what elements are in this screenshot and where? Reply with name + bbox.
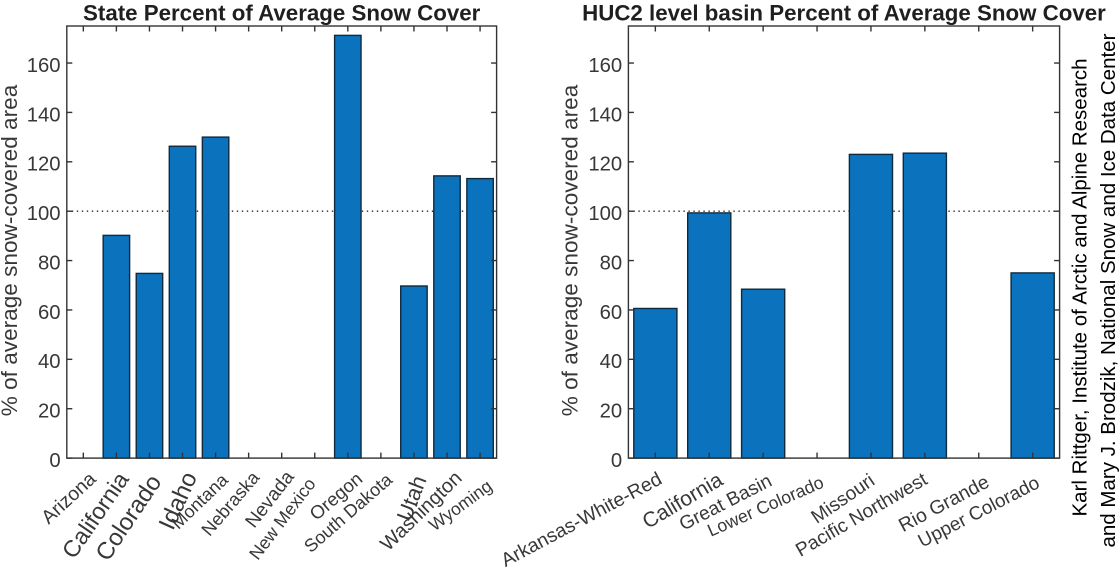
svg-text:0: 0	[49, 450, 60, 472]
svg-text:60: 60	[600, 302, 623, 324]
svg-text:120: 120	[588, 154, 622, 176]
svg-text:160: 160	[588, 55, 622, 77]
svg-text:State Percent of Average Snow: State Percent of Average Snow Cover	[83, 0, 481, 25]
svg-text:80: 80	[38, 252, 61, 274]
svg-text:% of average snow-covered area: % of average snow-covered area	[558, 84, 583, 416]
svg-text:20: 20	[600, 401, 623, 423]
svg-text:40: 40	[38, 351, 61, 373]
svg-text:60: 60	[38, 302, 61, 324]
svg-text:40: 40	[600, 351, 623, 373]
svg-text:0: 0	[611, 450, 622, 472]
svg-text:120: 120	[27, 154, 61, 176]
svg-text:140: 140	[588, 104, 622, 126]
svg-text:100: 100	[27, 203, 61, 225]
svg-text:160: 160	[27, 55, 61, 77]
svg-text:140: 140	[27, 104, 61, 126]
svg-text:% of average snow-covered area: % of average snow-covered area	[0, 84, 22, 416]
svg-text:80: 80	[600, 252, 623, 274]
svg-text:100: 100	[588, 203, 622, 225]
svg-text:and Mary J. Brodzik, National: and Mary J. Brodzik, National Snow and I…	[1097, 33, 1120, 547]
svg-text:Karl Rittger, Institute of Arc: Karl Rittger, Institute of Arctic and Al…	[1069, 58, 1092, 516]
svg-text:HUC2 level basin Percent of Av: HUC2 level basin Percent of Average Snow…	[582, 0, 1106, 25]
svg-text:20: 20	[38, 401, 61, 423]
